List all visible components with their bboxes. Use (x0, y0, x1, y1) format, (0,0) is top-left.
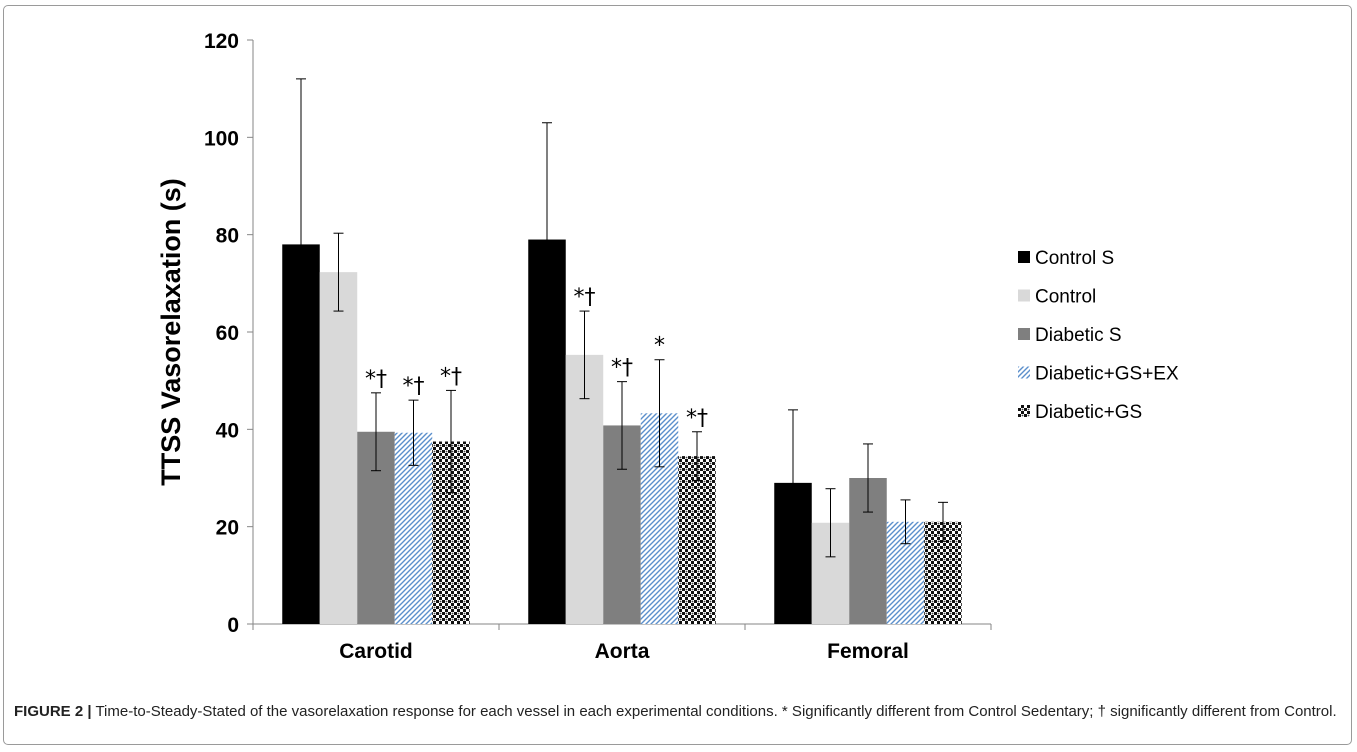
significance-label: *† (574, 285, 596, 310)
error-bars (296, 78, 948, 558)
x-tick-label: Femoral (827, 640, 909, 663)
figure-caption-text: Time-to-Steady-Stated of the vasorelaxat… (95, 703, 1337, 720)
legend-swatch (1018, 405, 1030, 417)
y-tick-label: 100 (204, 127, 239, 150)
y-axis-title: TTSS Vasorelaxation (s) (156, 178, 186, 486)
bar (678, 456, 716, 624)
legend-label: Control S (1035, 248, 1114, 269)
figure-frame: 0 20 40 60 80 100 120 TTSS Vasorelaxation (s) Ca… (3, 5, 1352, 745)
bar (319, 272, 358, 624)
legend-swatch (1018, 328, 1030, 340)
bar (565, 354, 604, 624)
significance-label: *† (403, 374, 425, 399)
significance-label: *† (365, 367, 387, 392)
y-tick-label: 80 (216, 225, 239, 248)
figure-label: FIGURE 2 | (14, 703, 92, 720)
legend-label: Diabetic+GS (1035, 402, 1142, 423)
legend-swatch (1018, 366, 1030, 379)
x-tick-label: Aorta (595, 640, 650, 663)
significance-annotations: *† *† *† *† *† * *† (365, 285, 708, 431)
significance-label: *† (686, 406, 708, 431)
legend-label: Diabetic S (1035, 325, 1122, 346)
significance-label: *† (440, 364, 462, 389)
y-tick-label: 60 (216, 322, 239, 345)
y-tick-label: 0 (227, 614, 239, 637)
x-tick-label: Carotid (339, 640, 413, 663)
significance-label: * (654, 334, 665, 359)
figure-caption: FIGURE 2 | Time-to-Steady-Stated of the … (14, 701, 1344, 722)
significance-label: *† (611, 356, 633, 381)
y-tick-label: 120 (204, 30, 239, 53)
legend-swatch (1018, 251, 1030, 263)
y-tick-label: 40 (216, 419, 239, 442)
legend: Control S Control Diabetic S Diabetic+GS+EX… (1018, 248, 1179, 423)
legend-label: Control (1035, 287, 1096, 308)
axes: 0 20 40 60 80 100 120 TTSS Vasorelaxation (s) Ca… (156, 30, 992, 663)
legend-swatch (1018, 289, 1030, 302)
legend-label: Diabetic+GS+EX (1035, 364, 1179, 385)
y-tick-label: 20 (216, 517, 239, 540)
bar-chart: 0 20 40 60 80 100 120 TTSS Vasorelaxation (s) Ca… (156, 30, 1179, 663)
